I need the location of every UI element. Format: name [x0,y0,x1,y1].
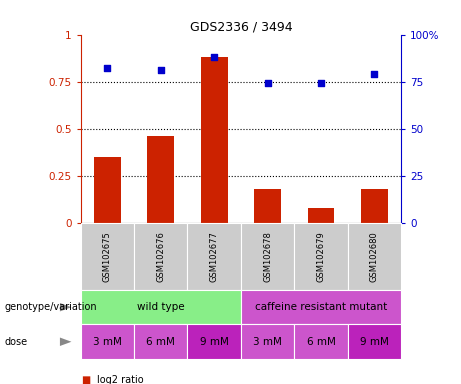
Bar [148,136,174,223]
Text: GSM102679: GSM102679 [316,231,325,282]
Text: dose: dose [5,337,28,347]
Text: 3 mM: 3 mM [253,337,282,347]
Bar [254,189,281,223]
Point [371,71,378,77]
Text: 9 mM: 9 mM [360,337,389,347]
Bar [361,189,388,223]
Text: genotype/variation: genotype/variation [5,302,97,312]
Point [264,80,271,86]
Text: log2 ratio: log2 ratio [97,375,143,384]
Text: GSM102678: GSM102678 [263,231,272,282]
Text: 6 mM: 6 mM [146,337,175,347]
Text: GSM102675: GSM102675 [103,231,112,282]
Bar [94,157,121,223]
Point [104,65,111,71]
Text: GSM102677: GSM102677 [210,231,219,282]
Text: 3 mM: 3 mM [93,337,122,347]
Point [317,80,325,86]
Text: ■: ■ [81,375,90,384]
Point [157,67,165,73]
Text: 9 mM: 9 mM [200,337,229,347]
Text: 6 mM: 6 mM [307,337,336,347]
Text: caffeine resistant mutant: caffeine resistant mutant [255,302,387,312]
Bar [201,57,228,223]
Title: GDS2336 / 3494: GDS2336 / 3494 [189,20,292,33]
Text: GSM102680: GSM102680 [370,231,379,282]
Text: wild type: wild type [137,302,184,312]
Bar [307,208,334,223]
Point [211,54,218,60]
Text: GSM102676: GSM102676 [156,231,165,282]
